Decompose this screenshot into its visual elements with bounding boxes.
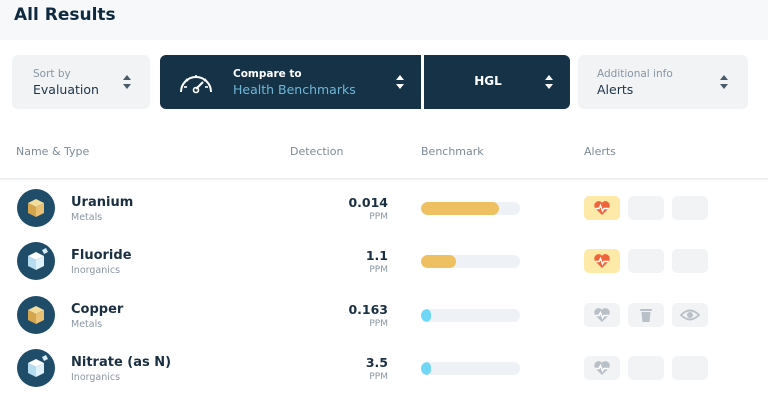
column-header-name-type[interactable]: Name & Type: [16, 145, 90, 158]
alert-slot-1[interactable]: [584, 249, 620, 273]
row-type: Inorganics: [71, 265, 121, 276]
column-header-detection[interactable]: Detection: [290, 145, 344, 158]
benchmark-bar: [421, 255, 520, 268]
benchmark-bar-fill: [421, 255, 456, 268]
sort-by-select[interactable]: Sort by Evaluation: [12, 55, 150, 109]
compare-to-arrows-icon: [396, 74, 404, 90]
benchmark-bar: [421, 202, 520, 215]
alert-slot-1[interactable]: [584, 356, 620, 380]
row-name: Copper: [71, 302, 124, 317]
row-name: Fluoride: [71, 248, 132, 263]
row-unit: PPM: [369, 212, 388, 222]
heart-alert-icon: [594, 254, 610, 268]
gauge-icon: [178, 69, 214, 95]
row-detection: 1.1: [365, 248, 388, 263]
sort-by-value: Evaluation: [33, 82, 99, 97]
row-name: Uranium: [71, 195, 134, 210]
row-type: Inorganics: [71, 372, 121, 383]
additional-info-label: Additional info: [597, 68, 673, 80]
table-row[interactable]: Nitrate (as N) Inorganics 3.5 PPM: [0, 342, 768, 396]
alert-slot-2[interactable]: [628, 356, 664, 380]
benchmark-bar-fill: [421, 202, 499, 215]
header-divider: [0, 178, 768, 180]
compare-to-label: Compare to: [233, 68, 302, 80]
inorganic-crystal-icon: [16, 241, 56, 281]
alert-slot-1[interactable]: [584, 303, 620, 327]
table-row[interactable]: Fluoride Inorganics 1.1 PPM: [0, 235, 768, 289]
eye-icon: [680, 309, 700, 321]
alert-slot-2[interactable]: [628, 196, 664, 220]
additional-info-select[interactable]: Additional info Alerts: [578, 55, 748, 109]
row-type: Metals: [71, 212, 103, 223]
metal-cube-icon: [16, 188, 56, 228]
benchmark-standard-arrows-icon: [545, 74, 553, 90]
benchmark-bar-fill: [421, 362, 431, 375]
compare-to-value: Health Benchmarks: [233, 82, 356, 97]
row-unit: PPM: [369, 372, 388, 382]
page-title: All Results: [14, 5, 116, 25]
benchmark-bar: [421, 362, 520, 375]
metal-cube-icon: [16, 295, 56, 335]
alert-slot-3[interactable]: [672, 249, 708, 273]
alert-slot-2[interactable]: [628, 249, 664, 273]
alert-slot-3[interactable]: [672, 356, 708, 380]
heart-alert-icon: [594, 308, 610, 322]
row-detection: 3.5: [365, 355, 388, 370]
alert-slot-3[interactable]: [672, 303, 708, 327]
sort-by-arrows-icon: [123, 74, 131, 90]
sort-by-label: Sort by: [33, 68, 71, 80]
row-unit: PPM: [369, 319, 388, 329]
row-type: Metals: [71, 319, 103, 330]
table-row[interactable]: Copper Metals 0.163 PPM: [0, 289, 768, 343]
heart-alert-icon: [594, 201, 610, 215]
alert-slot-2[interactable]: [628, 303, 664, 327]
benchmark-standard-value: HGL: [474, 74, 502, 88]
row-detection: 0.014: [348, 195, 388, 210]
row-name: Nitrate (as N): [71, 355, 172, 370]
table-row[interactable]: Uranium Metals 0.014 PPM: [0, 182, 768, 236]
column-header-alerts[interactable]: Alerts: [584, 145, 616, 158]
benchmark-bar-fill: [421, 309, 431, 322]
column-header-benchmark[interactable]: Benchmark: [421, 145, 484, 158]
compare-to-select[interactable]: Compare to Health Benchmarks: [160, 55, 421, 109]
additional-info-value: Alerts: [597, 82, 634, 97]
alert-slot-1[interactable]: [584, 196, 620, 220]
alert-slot-3[interactable]: [672, 196, 708, 220]
additional-info-arrows-icon: [720, 74, 728, 90]
benchmark-standard-select[interactable]: HGL: [424, 55, 570, 109]
inorganic-crystal-icon: [16, 348, 56, 388]
benchmark-bar: [421, 309, 520, 322]
trash-icon: [640, 309, 652, 322]
row-detection: 0.163: [348, 302, 388, 317]
row-unit: PPM: [369, 265, 388, 275]
heart-alert-icon: [594, 361, 610, 375]
results-header: All Results: [0, 0, 768, 40]
